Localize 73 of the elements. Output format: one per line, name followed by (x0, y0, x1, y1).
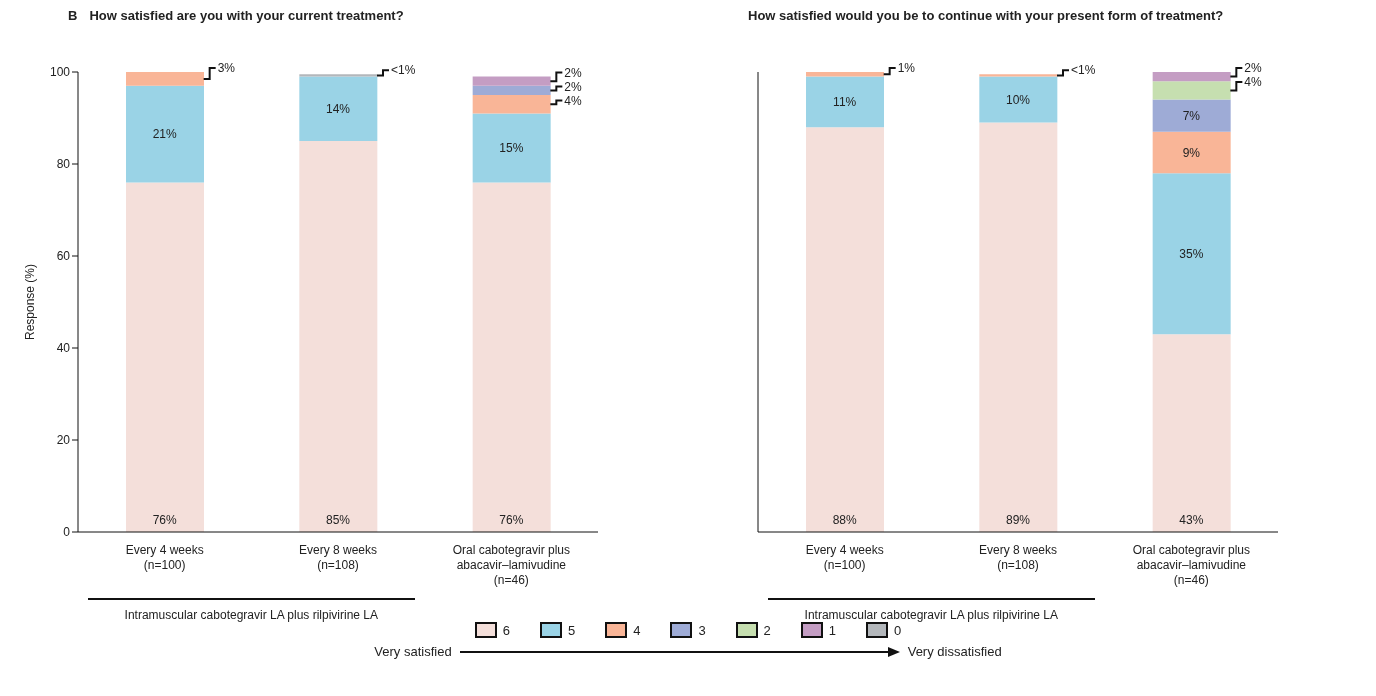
y-tick-label: 20 (56, 433, 71, 448)
data-label: 7% (1182, 108, 1201, 123)
data-label: <1% (1071, 63, 1096, 78)
data-label: 89% (1005, 513, 1031, 527)
data-label: 15% (499, 140, 524, 155)
legend-label: 5 (567, 622, 576, 638)
data-label: 43% (1179, 513, 1204, 527)
bar (299, 76, 378, 141)
data-label: 88% (832, 513, 857, 527)
data-label: 85% (325, 513, 351, 527)
data-label: 76% (499, 513, 524, 527)
data-label: 35% (1179, 246, 1204, 261)
bar (472, 113, 551, 183)
bar (299, 74, 378, 77)
data-label: 9% (1182, 145, 1201, 160)
data-label: 11% (833, 94, 857, 109)
bar (806, 76, 884, 128)
legend-label: 1 (828, 622, 837, 638)
chart-title: How satisfied are you with your current treatment? (89, 8, 404, 25)
bar (979, 76, 1058, 123)
data-label: 10% (1005, 92, 1031, 107)
bar (806, 72, 884, 77)
bar (126, 85, 204, 183)
data-label: 3% (217, 61, 236, 75)
data-label: 21% (152, 127, 177, 142)
bar (1152, 334, 1231, 532)
bar (979, 122, 1058, 532)
bar (1152, 99, 1231, 132)
text: Intramuscular cabotegravir LA plus rilpivirine LA (803, 608, 1060, 622)
data-label: 2% (1244, 61, 1263, 75)
legend-label: 0 (894, 622, 902, 638)
y-tick-label: 0 (63, 525, 71, 540)
bar (472, 95, 551, 114)
data-label: 2% (564, 65, 583, 80)
x-tick-label: Every 4 weeks (n=100) (125, 543, 204, 572)
y-tick-label: 80 (56, 157, 71, 172)
data-label: <1% (391, 63, 416, 78)
bar (1152, 81, 1231, 100)
bar (806, 127, 884, 532)
legend-label: 4 (633, 622, 641, 638)
bar (1152, 72, 1231, 82)
chart-title: How satisfied would you be to continue with your present form of treatment? (748, 8, 1224, 25)
text: B (68, 8, 78, 25)
y-tick-label: 100 (49, 65, 71, 80)
bar (472, 85, 551, 95)
data-label: 14% (325, 101, 351, 116)
x-tick-label: Oral cabotegravir plus abacavir–lamivudine (n=46) (1132, 543, 1251, 587)
bar (1152, 173, 1231, 335)
legend-label: 6 (502, 622, 510, 638)
bar (472, 182, 551, 532)
bar (299, 141, 378, 532)
legend-label: 3 (698, 622, 706, 638)
bar (126, 182, 204, 532)
x-tick-label: Every 8 weeks (n=108) (298, 543, 378, 572)
bar (1152, 131, 1231, 174)
text: Very dissatisfied (907, 644, 1002, 659)
y-axis-title: Response (%) (23, 263, 38, 341)
data-label: 4% (564, 93, 583, 108)
bar (472, 76, 551, 86)
x-tick-label: Every 8 weeks (n=108) (978, 543, 1058, 572)
legend-label: 2 (763, 622, 771, 638)
data-label: 76% (152, 513, 177, 527)
y-tick-label: 40 (56, 341, 71, 356)
y-tick-label: 60 (56, 249, 71, 264)
data-label: 2% (564, 79, 583, 94)
x-tick-label: Every 4 weeks (n=100) (805, 543, 884, 572)
text: Intramuscular cabotegravir LA plus rilpivirine LA (123, 608, 380, 622)
text: Very satisfied (374, 644, 452, 659)
bar (126, 72, 204, 86)
x-tick-label: Oral cabotegravir plus abacavir–lamivudine (n=46) (452, 543, 571, 587)
data-label: 4% (1244, 75, 1263, 89)
bar (979, 74, 1058, 77)
data-label: 1% (897, 61, 916, 75)
